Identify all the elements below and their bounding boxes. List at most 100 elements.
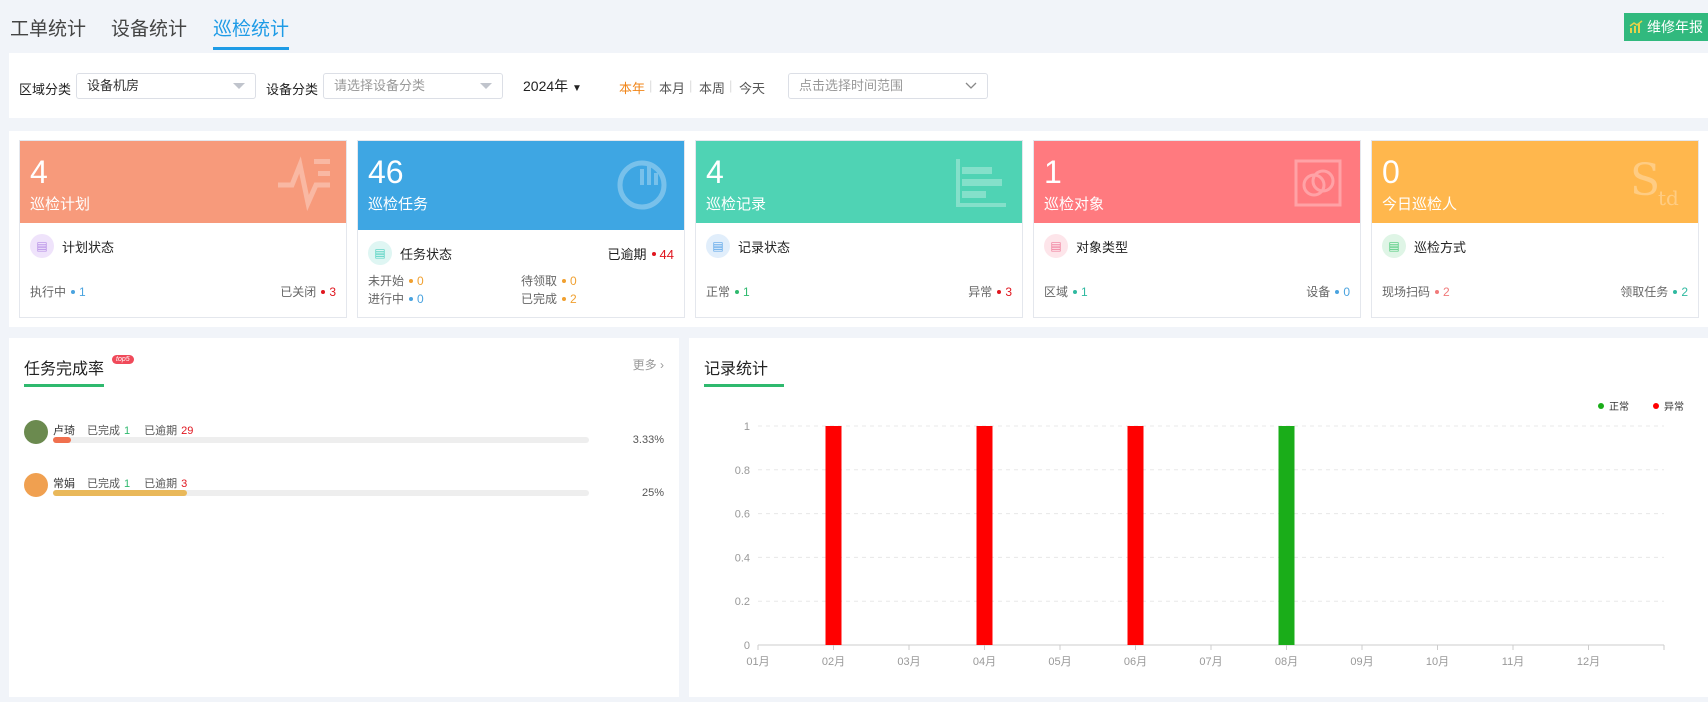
card-subtitle: 对象类型	[1076, 239, 1129, 255]
y-tick-label: 0.6	[735, 509, 750, 521]
tab-2[interactable]: 巡检统计	[213, 14, 290, 50]
dot	[409, 278, 414, 283]
chart-icon	[1629, 20, 1643, 33]
card-title: 今日巡检人	[1382, 196, 1458, 213]
stat-value: 2	[1443, 285, 1450, 299]
annual-report-button[interactable]: 维修年报	[1624, 13, 1708, 41]
range-placeholder: 点击选择时间范围	[799, 78, 904, 93]
overdue-value: 3	[181, 478, 188, 490]
stat-item: 已关闭 3	[280, 283, 336, 300]
card-header: 46 巡检任务	[358, 141, 684, 230]
area-label: 区域分类	[19, 82, 72, 97]
annual-report-label: 维修年报	[1647, 19, 1703, 35]
progress-track	[53, 490, 589, 496]
stat-item: 待领取 0	[521, 272, 674, 289]
stat-label: 未开始	[368, 274, 405, 288]
records-chart-panel: 记录统计 0 0.2 0.4 0.6 0.8 1 01月 02月 03月 04月 05月 06月 07月…	[689, 338, 1708, 697]
more-label: 更多	[632, 358, 657, 372]
y-tick-label: 0.8	[735, 465, 750, 477]
summary-card-1[interactable]: 46 巡检任务 ▤ 任务状态 已逾期 44 未开始 0 待领取 0 进行中 0 已完成 2	[357, 140, 685, 318]
period-0[interactable]: 本年	[619, 81, 646, 96]
stat-item: 正常 1	[706, 283, 750, 300]
caret-down-icon: ▼	[572, 83, 582, 94]
stat-value: 0	[570, 274, 577, 288]
avatar	[24, 473, 48, 497]
card-subtitle: 任务状态	[400, 246, 453, 262]
stat-value: 3	[1005, 285, 1012, 299]
x-tick-label: 08月	[1275, 656, 1298, 668]
y-tick-label: 0.2	[735, 596, 750, 608]
card-title: 巡检计划	[30, 196, 91, 213]
caret-down-icon	[233, 83, 245, 89]
stat-row: 未开始 0 待领取 0	[368, 272, 674, 289]
period-3[interactable]: 今天	[739, 81, 766, 96]
stat-value: 2	[1681, 285, 1688, 299]
stat-row: 区域 1 设备 0	[1044, 283, 1350, 300]
card-subtitle: 计划状态	[62, 239, 115, 255]
person-info: 卢琦 已完成 1 已逾期 29	[53, 422, 193, 438]
summary-card-0[interactable]: 4 巡检计划 ▤ 计划状态 执行中 1 已关闭 3	[19, 140, 347, 318]
divider: |	[689, 78, 693, 93]
card-value: 4	[706, 154, 724, 190]
area-select[interactable]: 设备机房	[76, 73, 256, 99]
legend-marker	[1598, 403, 1604, 409]
period-1[interactable]: 本月	[659, 81, 686, 96]
stat-label: 进行中	[368, 292, 405, 306]
bar-异常-04月[interactable]	[976, 426, 993, 645]
area-value: 设备机房	[87, 78, 140, 93]
bar-正常-08月[interactable]	[1278, 426, 1295, 645]
x-tick-label: 11月	[1502, 656, 1524, 668]
chevron-down-icon	[965, 82, 977, 89]
year-select[interactable]: 2024年 ▼	[523, 76, 582, 96]
status-icon: ▤	[30, 234, 54, 258]
completion-panel: 任务完成率 top5 更多 › 卢琦 已完成 1 已逾期 29 3.33% 常娟 已完成 1 已逾…	[9, 338, 679, 697]
device-placeholder: 请选择设备分类	[334, 78, 426, 93]
card-value: 46	[368, 154, 404, 190]
card-value: 0	[1382, 154, 1400, 190]
dot	[562, 278, 567, 283]
status-icon: ▤	[1044, 234, 1068, 258]
person-name: 常娟	[53, 478, 75, 490]
std-icon: Std	[1630, 155, 1679, 210]
dot	[1073, 289, 1078, 294]
caret-down-icon	[480, 83, 492, 89]
summary-card-3[interactable]: 1 巡检对象 ▤ 对象类型区域 1 设备 0	[1033, 140, 1361, 318]
stat-item: 未开始 0	[368, 272, 521, 289]
x-tick-label: 04月	[973, 656, 996, 668]
summary-card-2[interactable]: 4 巡检记录 ▤ 记录状态 正常 1 异常 3	[695, 140, 1023, 318]
stat-label: 待领取	[521, 274, 558, 288]
overdue-label: 已逾期	[144, 425, 178, 437]
x-tick-label: 09月	[1350, 656, 1373, 668]
dot	[1435, 289, 1440, 294]
top5-badge: top5	[112, 355, 134, 364]
bar-异常-02月[interactable]	[825, 426, 842, 645]
tab-0[interactable]: 工单统计	[10, 19, 87, 40]
card-value: 4	[30, 154, 48, 190]
overdue-value: 44	[659, 246, 674, 262]
overdue-value: 29	[181, 425, 194, 437]
time-range-picker[interactable]: 点击选择时间范围	[788, 73, 988, 99]
status-icon: ▤	[1382, 234, 1406, 258]
done-value: 1	[124, 425, 131, 437]
tab-1[interactable]: 设备统计	[111, 19, 188, 40]
pulse-icon	[278, 156, 330, 211]
target-icon	[1294, 159, 1342, 207]
dot	[321, 289, 326, 294]
chart-title: 记录统计	[704, 361, 769, 378]
card-subtitle-row: ▤ 计划状态	[30, 234, 336, 258]
card-header: 1 巡检对象	[1034, 141, 1360, 223]
more-link[interactable]: 更多 ›	[633, 356, 664, 373]
bar-异常-06月[interactable]	[1127, 426, 1144, 645]
y-tick-label: 0.4	[735, 552, 750, 564]
progress-fill	[53, 437, 72, 443]
dot	[409, 296, 414, 301]
title-underline	[704, 384, 784, 387]
stat-item: 现场扫码 2	[1382, 283, 1450, 300]
card-value: 1	[1044, 154, 1062, 190]
device-select[interactable]: 请选择设备分类	[323, 73, 503, 99]
period-2[interactable]: 本周	[699, 81, 726, 96]
dot	[1335, 289, 1340, 294]
stat-item: 已完成 2	[521, 290, 674, 307]
dot	[997, 289, 1002, 294]
